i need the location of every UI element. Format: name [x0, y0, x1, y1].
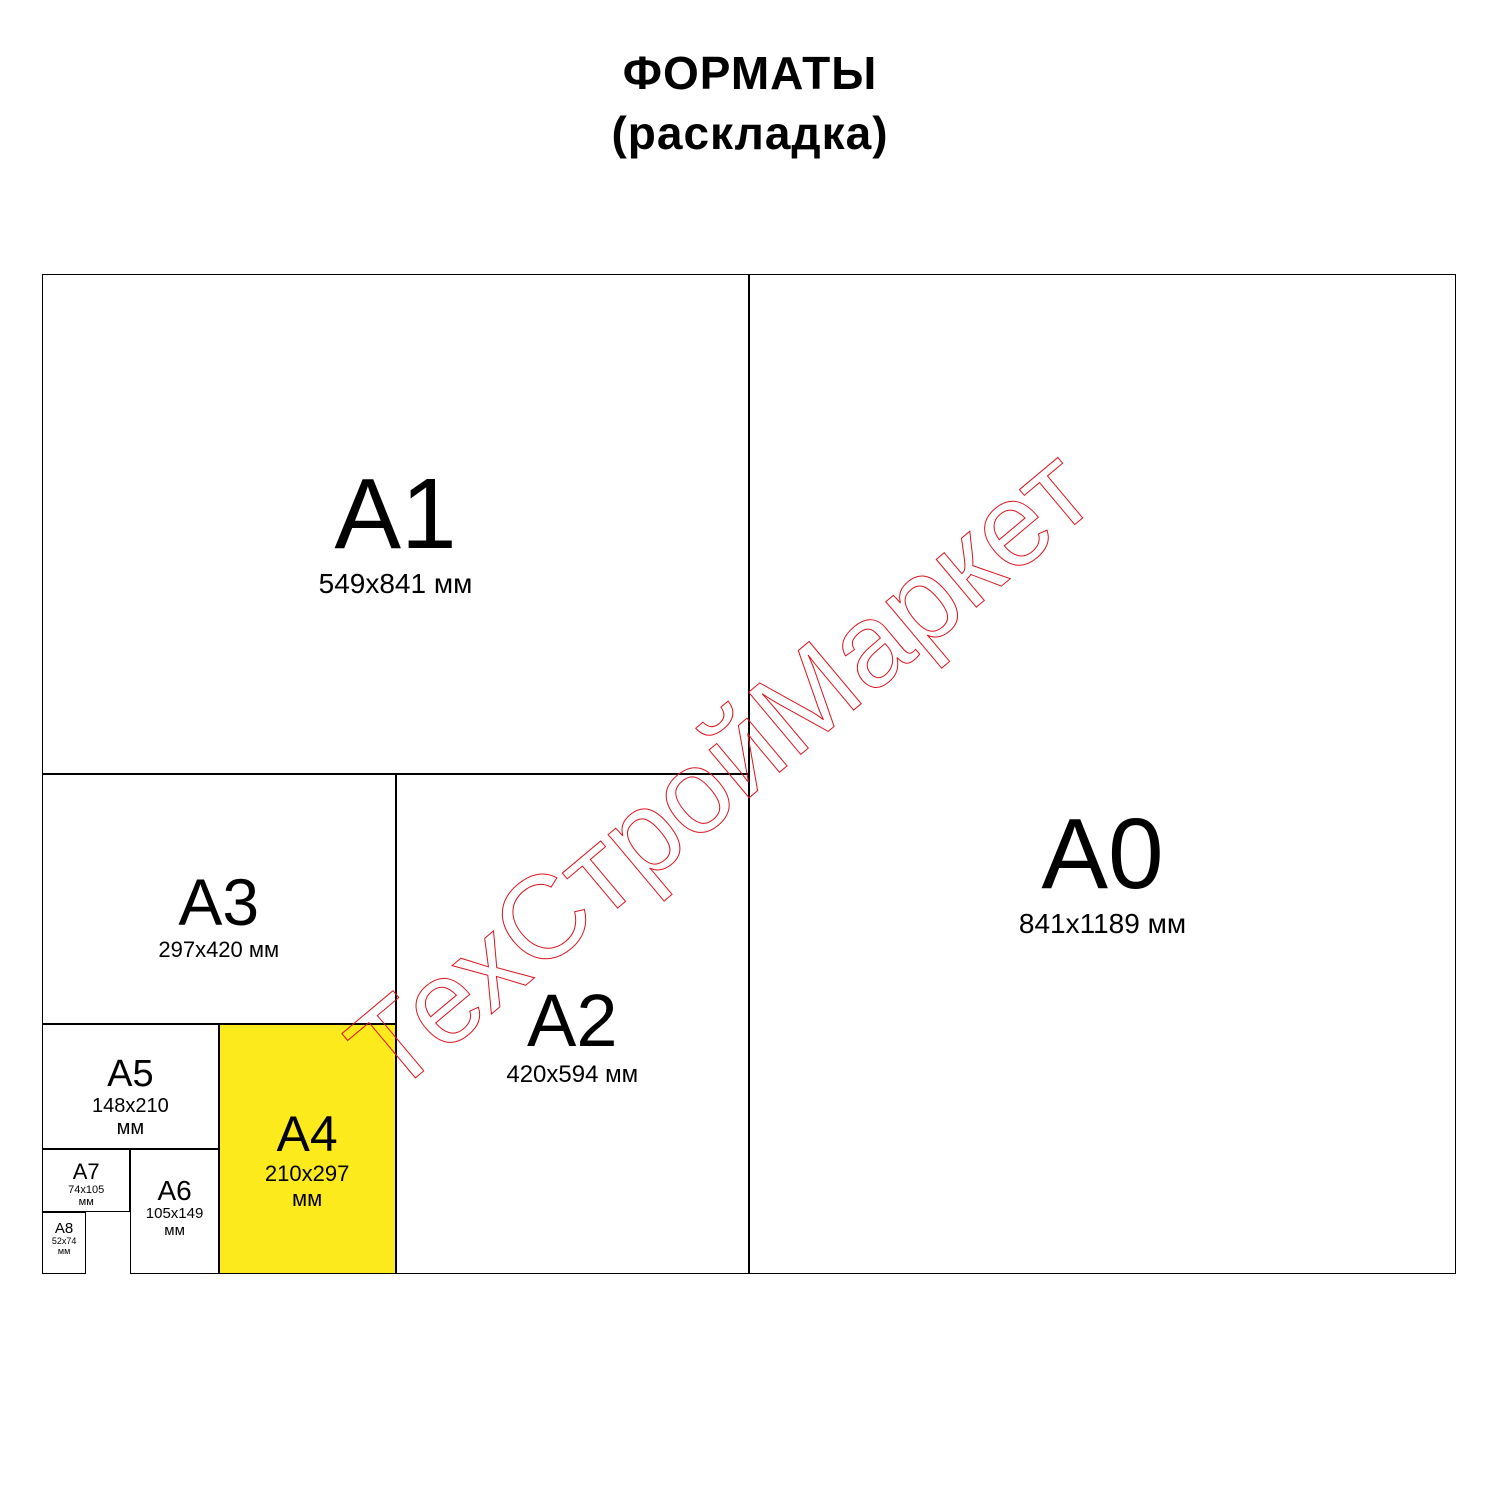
panel-dims-a8: 52x74мм: [52, 1237, 77, 1257]
title-line-2: (раскладка): [0, 106, 1500, 160]
panel-dims-a0: 841x1189 мм: [1019, 909, 1186, 940]
panel-a2: A2 420x594 мм: [396, 774, 750, 1274]
panel-name-a6: A6: [157, 1177, 191, 1205]
panel-name-a5: A5: [107, 1055, 153, 1093]
panel-a0: A0 841x1189 мм: [749, 274, 1456, 1274]
panel-label-a1: A1 549x841 мм: [43, 464, 748, 600]
panel-label-a6: A6105x149мм: [131, 1177, 217, 1239]
panel-name-a4: A4: [277, 1109, 338, 1159]
panel-dims-a1: 549x841 мм: [319, 569, 473, 600]
panel-name-a7: A7: [73, 1161, 100, 1183]
panel-label-a7: A774x105мм: [43, 1161, 129, 1208]
page: ФОРМАТЫ (раскладка) A0 841x1189 мм A1 549x8…: [0, 0, 1500, 1500]
panel-dims-a7: 74x105мм: [68, 1184, 104, 1208]
panel-label-a2: A2 420x594 мм: [397, 984, 749, 1088]
panel-label-a4: A4210x297мм: [220, 1109, 395, 1210]
panel-name-a1: A1: [334, 464, 456, 564]
title-block: ФОРМАТЫ (раскладка): [0, 46, 1500, 160]
panel-name-a3: A3: [178, 869, 259, 935]
panel-a1: A1 549x841 мм: [42, 274, 749, 774]
panel-name-a2: A2: [527, 984, 618, 1058]
panel-a6: A6105x149мм: [130, 1149, 218, 1274]
panel-name-a0: A0: [1041, 804, 1163, 904]
panel-dims-a5: 148x210мм: [92, 1095, 169, 1139]
panel-a4: A4210x297мм: [219, 1024, 396, 1274]
panel-a8: A852x74мм: [42, 1212, 86, 1275]
title-line-1: ФОРМАТЫ: [0, 46, 1500, 100]
panel-a5: A5148x210мм: [42, 1024, 219, 1149]
paper-sizes-diagram: A0 841x1189 мм A1 549x841 мм A2 420x594 мм A3 2…: [42, 274, 1456, 1274]
panel-dims-a3: 297x420 мм: [158, 938, 279, 962]
panel-dims-a6: 105x149мм: [146, 1206, 204, 1239]
panel-label-a3: A3 297x420 мм: [43, 869, 395, 962]
panel-label-a8: A852x74мм: [43, 1221, 85, 1257]
panel-dims-a2: 420x594 мм: [506, 1062, 638, 1088]
panel-label-a5: A5148x210мм: [43, 1055, 218, 1139]
panel-a3: A3 297x420 мм: [42, 774, 396, 1024]
panel-dims-a4: 210x297мм: [265, 1162, 349, 1210]
panel-label-a0: A0 841x1189 мм: [750, 804, 1455, 940]
panel-name-a8: A8: [55, 1221, 73, 1236]
panel-a7: A774x105мм: [42, 1149, 130, 1212]
